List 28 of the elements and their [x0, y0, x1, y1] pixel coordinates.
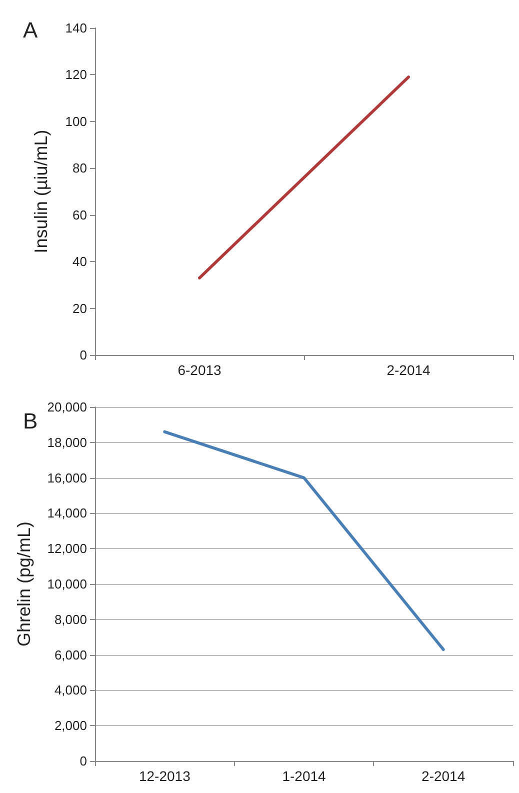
y-tick-label: 140	[65, 20, 87, 36]
y-axis-title: Ghrelin (pg/mL)	[14, 521, 34, 647]
y-tick-label: 18,000	[47, 434, 87, 450]
y-tick-label: 60	[72, 207, 87, 222]
chart-title: B	[23, 408, 38, 434]
y-tick-label: 80	[72, 160, 87, 176]
x-tick-label: 12-2013	[138, 768, 191, 784]
y-tick-label: 10,000	[47, 576, 87, 592]
x-tick-label: 2-2014	[422, 768, 466, 784]
y-tick-label: 4,000	[54, 682, 87, 698]
y-tick-label: 12,000	[47, 541, 87, 556]
y-tick-label: 14,000	[47, 506, 87, 521]
y-tick-label: 20	[72, 300, 87, 316]
y-axis-title: Insulin (µiu/mL)	[31, 130, 51, 254]
y-tick-label: 40	[72, 254, 87, 270]
y-tick-label: 100	[65, 114, 87, 129]
y-tick-label: 8,000	[54, 612, 87, 627]
chart-title: A	[23, 18, 38, 42]
y-tick-label: 120	[65, 67, 87, 82]
x-tick-label: 1-2014	[282, 768, 326, 784]
x-tick-label: 6-2013	[178, 362, 222, 378]
y-tick-label: 0	[80, 754, 87, 768]
y-tick-label: 6,000	[54, 647, 87, 662]
x-tick-label: 2-2014	[386, 362, 431, 378]
y-tick-label: 2,000	[54, 718, 87, 734]
y-tick-label: 20,000	[47, 400, 87, 414]
y-tick-label: 0	[80, 348, 87, 362]
y-tick-label: 16,000	[47, 470, 87, 486]
